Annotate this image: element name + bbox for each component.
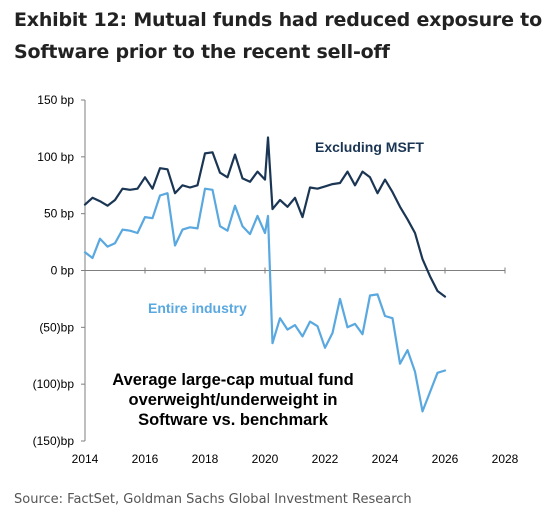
annotation-line-1: Average large-cap mutual fund	[112, 371, 353, 389]
chart-title-line-1: Exhibit 12: Mutual funds had reduced exp…	[14, 9, 542, 31]
series-line-entire-industry	[83, 187, 447, 413]
annotation-line-2: overweight/underweight in	[128, 391, 337, 409]
y-tick-label: 0 bp	[51, 264, 75, 278]
y-tick-label: 100 bp	[37, 150, 74, 164]
chart-annotation: Average large-cap mutual fund overweight…	[112, 371, 353, 429]
series-label-entire-industry: Entire industry	[148, 300, 247, 316]
y-axis-ticks: 150 bp 100 bp 50 bp 0 bp (50)bp (100)bp (150)b…	[33, 93, 85, 448]
chart-axes	[84, 100, 505, 441]
y-tick-label: (100)bp	[33, 377, 75, 391]
y-tick-label: 50 bp	[44, 207, 74, 221]
chart-title-line-2: Software prior to the recent sell-off	[14, 41, 390, 63]
x-tick-label: 2024	[372, 452, 399, 466]
series-lines	[83, 136, 447, 413]
y-tick-label: (150)bp	[33, 434, 75, 448]
series-line-excluding-msft	[83, 136, 447, 298]
x-axis-ticks: 2014 2016 2018 2020 2022 2024 2026 2028	[72, 267, 519, 466]
source-note: Source: FactSet, Goldman Sachs Global In…	[14, 492, 412, 507]
annotation-line-3: Software vs. benchmark	[138, 411, 329, 429]
x-tick-label: 2016	[132, 452, 159, 466]
chart-title: Exhibit 12: Mutual funds had reduced exp…	[14, 4, 544, 68]
y-tick-label: (50)bp	[39, 320, 74, 334]
x-tick-label: 2014	[72, 452, 99, 466]
x-tick-label: 2018	[192, 452, 219, 466]
x-tick-label: 2026	[432, 452, 459, 466]
x-tick-label: 2022	[312, 452, 339, 466]
series-label-excluding-msft: Excluding MSFT	[315, 139, 424, 155]
x-tick-label: 2028	[492, 452, 519, 466]
x-tick-label: 2020	[252, 452, 279, 466]
y-tick-label: 150 bp	[37, 93, 74, 107]
